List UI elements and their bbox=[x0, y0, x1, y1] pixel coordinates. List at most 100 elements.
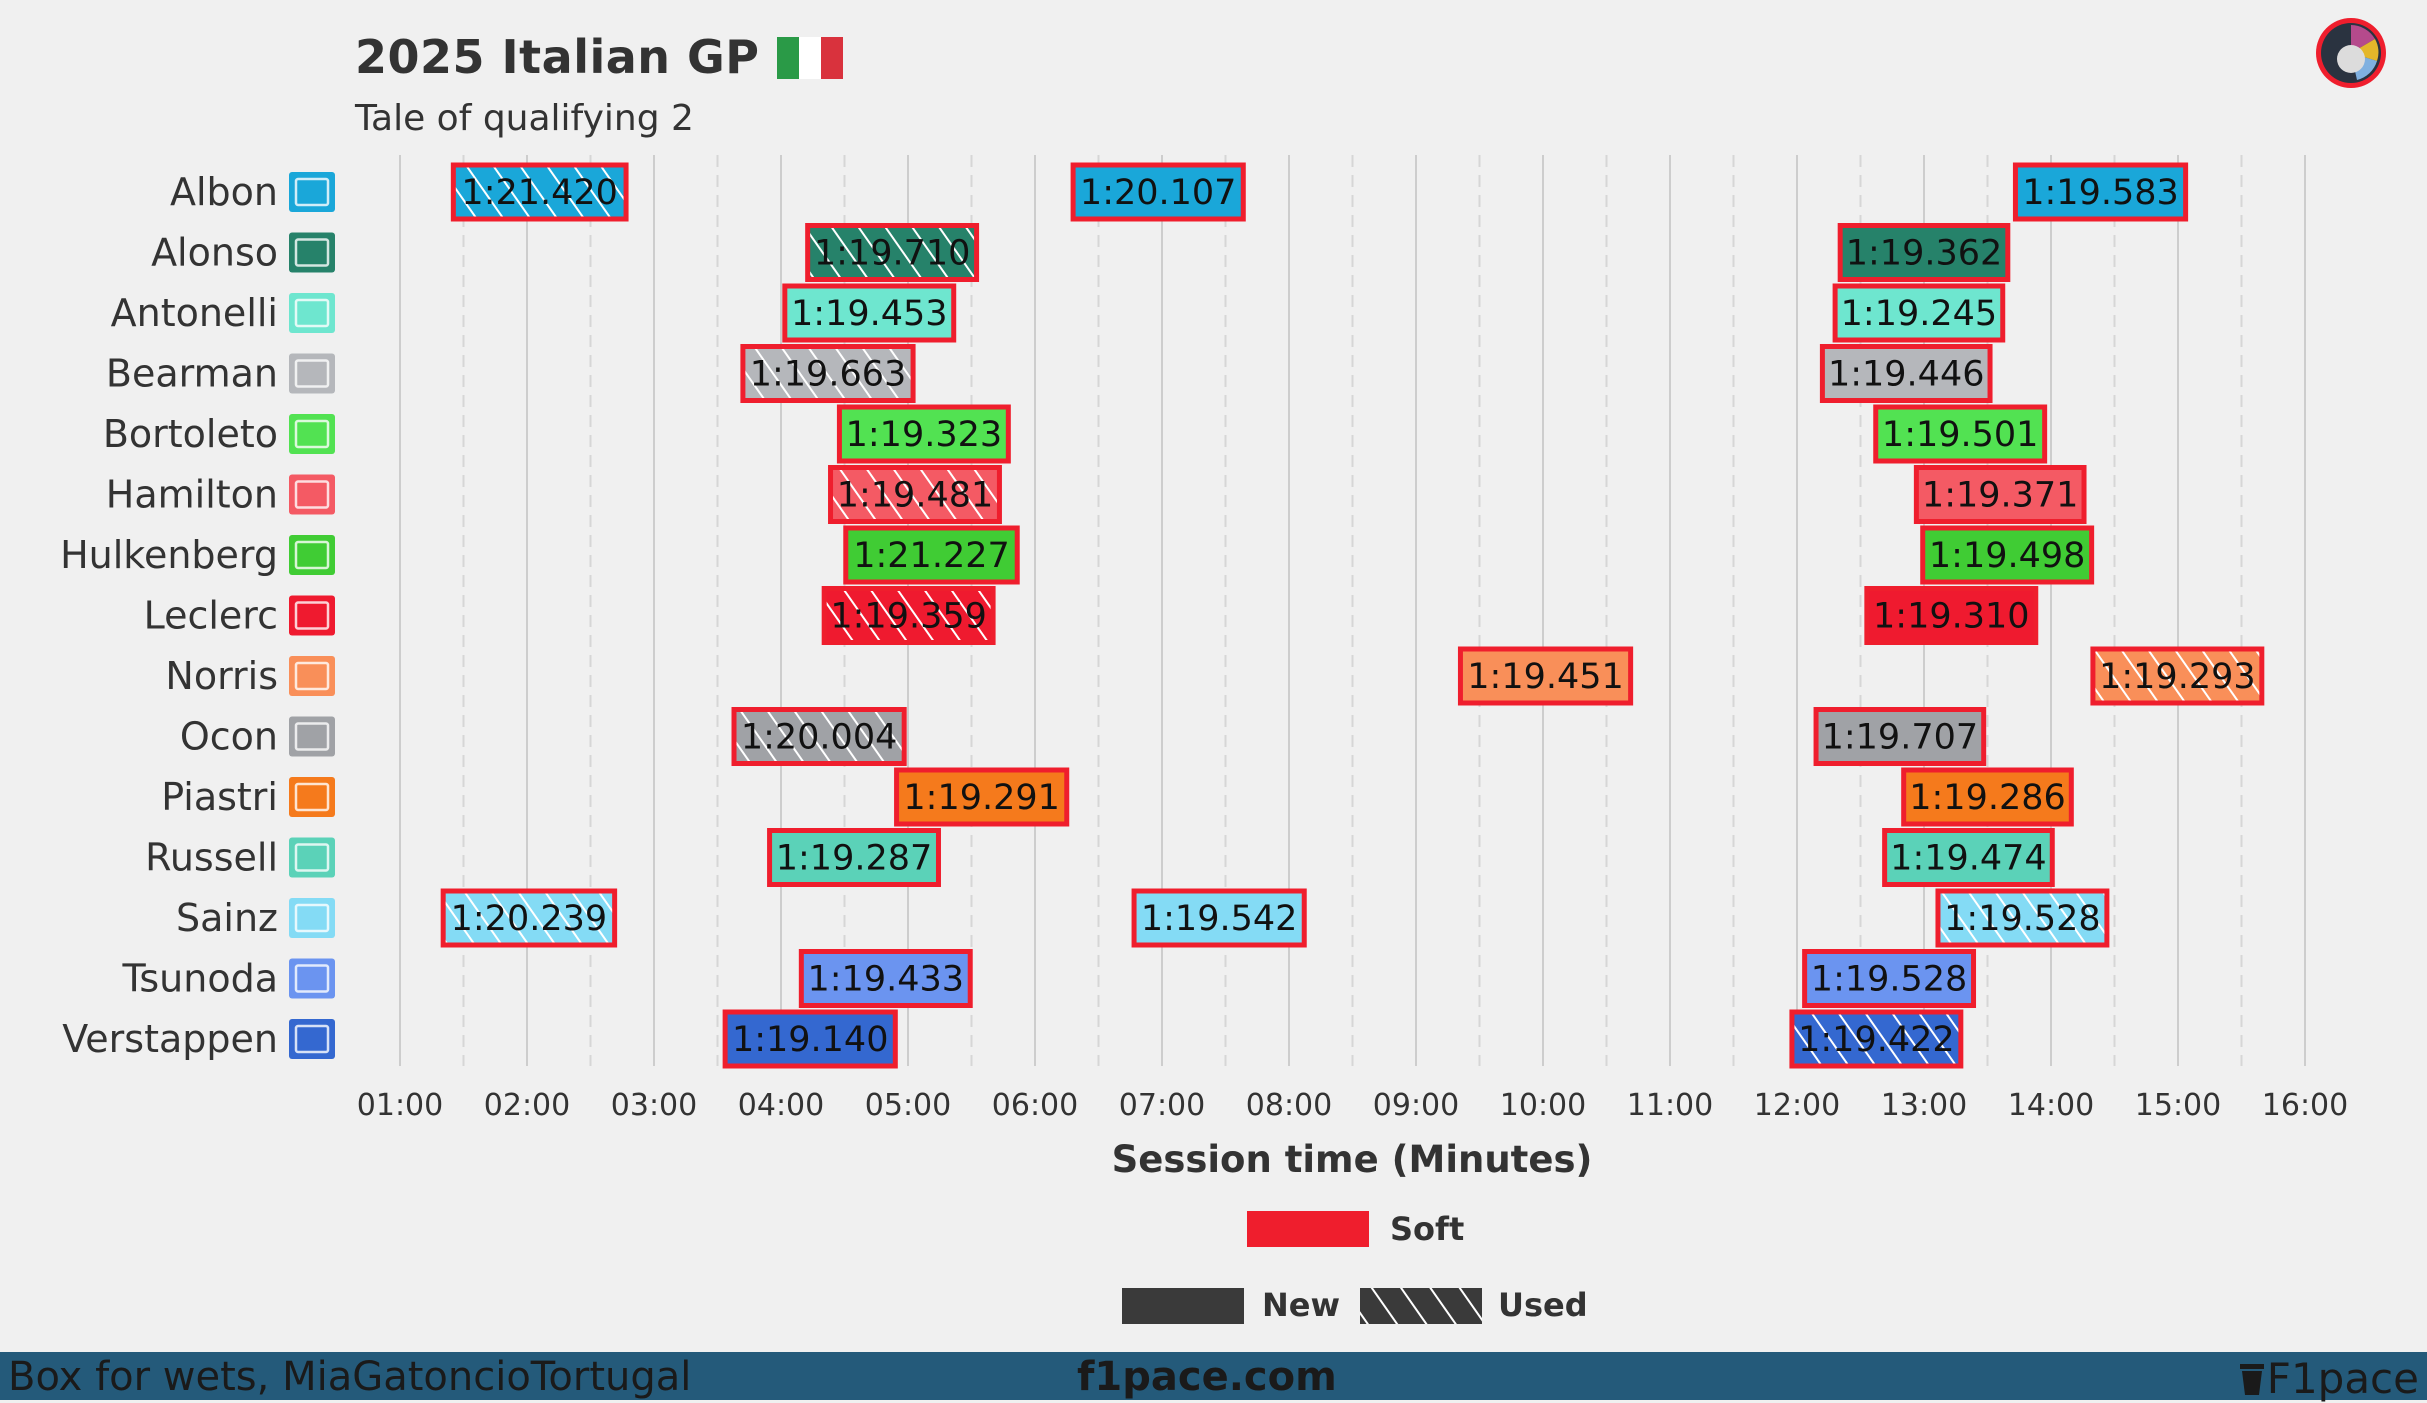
lap-time-label: 1:19.542 bbox=[1141, 899, 1298, 939]
x-tick-label: 14:00 bbox=[2008, 1088, 2094, 1123]
lap-bar: 1:20.239 bbox=[440, 888, 618, 948]
lap-time-label: 1:19.710 bbox=[814, 234, 971, 274]
lap-time-label: 1:19.291 bbox=[903, 778, 1060, 818]
lap-time-label: 1:19.323 bbox=[846, 415, 1003, 455]
x-tick-labels: 01:00 02:00 03:00 04:00 05:00 06:00 07:00 08:00… bbox=[357, 1088, 2348, 1123]
mclaren-logo-icon bbox=[289, 777, 335, 817]
williams-logo-icon bbox=[289, 172, 335, 212]
chart-title: 2025 Italian GP bbox=[355, 30, 760, 84]
lap-bar: 1:19.287 bbox=[767, 828, 941, 887]
driver-labels: Albon Alonso Antonelli Bearman Bortoleto Hami… bbox=[60, 170, 335, 1061]
lap-bar: 1:19.140 bbox=[722, 1009, 898, 1069]
lap-bar-rect bbox=[1837, 223, 2011, 282]
lap-bar: 1:19.451 bbox=[1457, 646, 1634, 706]
driver-name: Russell bbox=[145, 836, 278, 880]
driver-name: Norris bbox=[165, 654, 278, 698]
lap-bar-rect bbox=[1901, 767, 2074, 827]
coffee-cup-icon bbox=[2239, 1363, 2264, 1395]
driver-name: Bearman bbox=[106, 352, 278, 396]
used-tyre-hatch bbox=[826, 591, 991, 640]
haas-logo-icon bbox=[289, 716, 335, 757]
used-tyre-hatch bbox=[455, 167, 624, 217]
x-tick-label: 07:00 bbox=[1119, 1088, 1205, 1123]
lap-bar-rect bbox=[1832, 283, 2006, 343]
driver-name: Albon bbox=[170, 170, 278, 214]
lap-time-label: 1:19.371 bbox=[1922, 476, 2079, 516]
lap-bar-rect bbox=[1864, 586, 2039, 645]
x-tick-label: 11:00 bbox=[1627, 1088, 1713, 1123]
lap-bars: 1:21.420 1:20.107 1:19.583 1:19.710 1:19.362… bbox=[440, 162, 2265, 1069]
lap-bar: 1:19.501 bbox=[1873, 404, 2048, 464]
lap-bar: 1:19.310 bbox=[1864, 586, 2039, 645]
lap-time-label: 1:20.239 bbox=[451, 899, 608, 939]
lap-time-label: 1:19.362 bbox=[1846, 234, 2003, 274]
lap-bar-rect bbox=[1882, 828, 2055, 887]
lap-bar: 1:19.528 bbox=[1935, 888, 2110, 948]
x-tick-label: 01:00 bbox=[357, 1088, 443, 1123]
x-tick-label: 04:00 bbox=[738, 1088, 824, 1123]
lap-bar: 1:19.528 bbox=[1802, 949, 1977, 1008]
mclaren-logo-icon bbox=[289, 656, 335, 696]
used-tyre-hatch bbox=[810, 228, 975, 277]
lap-bar-rect bbox=[894, 767, 1070, 827]
lap-bar: 1:19.291 bbox=[894, 767, 1070, 827]
lap-bar: 1:19.453 bbox=[782, 283, 957, 343]
aston-martin-logo-icon bbox=[289, 232, 335, 273]
footer-bar: Box for wets, MiaGatoncioTortugal f1pace… bbox=[0, 1352, 2427, 1403]
lap-time-label: 1:21.420 bbox=[461, 173, 618, 213]
lap-time-label: 1:19.446 bbox=[1828, 355, 1985, 395]
x-tick-label: 08:00 bbox=[1246, 1088, 1332, 1123]
lap-time-label: 1:19.481 bbox=[837, 476, 994, 516]
driver-name: Piastri bbox=[161, 775, 278, 819]
lap-bar: 1:21.420 bbox=[450, 162, 629, 222]
legend-new-swatch bbox=[1122, 1288, 1244, 1324]
x-axis-label: Session time (Minutes) bbox=[1112, 1138, 1593, 1181]
legend-new-label: New bbox=[1262, 1286, 1340, 1324]
pace-logo-icon bbox=[2316, 18, 2386, 88]
lap-time-label: 1:19.498 bbox=[1929, 536, 2086, 576]
ferrari-logo-icon bbox=[289, 595, 335, 636]
lap-bar: 1:19.422 bbox=[1789, 1009, 1964, 1069]
lap-bar-rect bbox=[782, 283, 957, 343]
driver-name: Ocon bbox=[180, 715, 278, 759]
used-tyre-hatch bbox=[2095, 651, 2260, 701]
used-tyre-hatch bbox=[1794, 1014, 1959, 1064]
lap-time-label: 1:20.107 bbox=[1080, 173, 1237, 213]
lap-bar-rect bbox=[798, 949, 973, 1008]
x-tick-label: 05:00 bbox=[865, 1088, 951, 1123]
legend-used-label: Used bbox=[1498, 1286, 1588, 1324]
lap-bar-rect bbox=[1457, 646, 1634, 706]
lap-bar: 1:19.359 bbox=[821, 586, 996, 645]
lap-time-label: 1:19.310 bbox=[1873, 597, 2030, 637]
x-tick-label: 12:00 bbox=[1754, 1088, 1840, 1123]
lap-bar-rect bbox=[1920, 525, 2095, 585]
lap-bar: 1:19.707 bbox=[1813, 707, 1987, 766]
x-tick-label: 15:00 bbox=[2135, 1088, 2221, 1123]
red-bull-logo-icon bbox=[289, 958, 335, 999]
lap-bar-rect bbox=[843, 525, 1020, 585]
lap-bar-rect bbox=[1131, 888, 1307, 948]
driver-name: Tsunoda bbox=[121, 957, 278, 1001]
lap-bar: 1:20.107 bbox=[1070, 162, 1246, 222]
lap-time-label: 1:19.286 bbox=[1909, 778, 2066, 818]
lap-bar: 1:19.362 bbox=[1837, 223, 2011, 282]
lap-bar: 1:19.498 bbox=[1920, 525, 2095, 585]
lap-bar-rect bbox=[1913, 465, 2087, 524]
x-tick-label: 16:00 bbox=[2262, 1088, 2348, 1123]
lap-bar: 1:19.323 bbox=[836, 404, 1011, 464]
driver-name: Hamilton bbox=[106, 473, 278, 517]
lap-bar: 1:19.481 bbox=[828, 465, 1002, 524]
mercedes-logo-icon bbox=[289, 837, 335, 878]
lap-bar-rect bbox=[1819, 344, 1993, 403]
lap-bar-rect bbox=[1813, 707, 1987, 766]
driver-name: Bortoleto bbox=[103, 412, 278, 456]
sauber-logo-icon bbox=[289, 414, 335, 454]
lap-bar: 1:19.474 bbox=[1882, 828, 2055, 887]
lap-bar-rect bbox=[836, 404, 1011, 464]
lap-bar: 1:19.583 bbox=[2012, 162, 2189, 222]
red-bull-logo-icon bbox=[289, 1019, 335, 1059]
lap-bar: 1:20.004 bbox=[731, 707, 907, 766]
footer-site-link[interactable]: f1pace.com bbox=[1077, 1354, 1337, 1400]
lap-time-label: 1:19.528 bbox=[1811, 960, 1968, 1000]
footer-brand: F1pace bbox=[2239, 1354, 2419, 1403]
